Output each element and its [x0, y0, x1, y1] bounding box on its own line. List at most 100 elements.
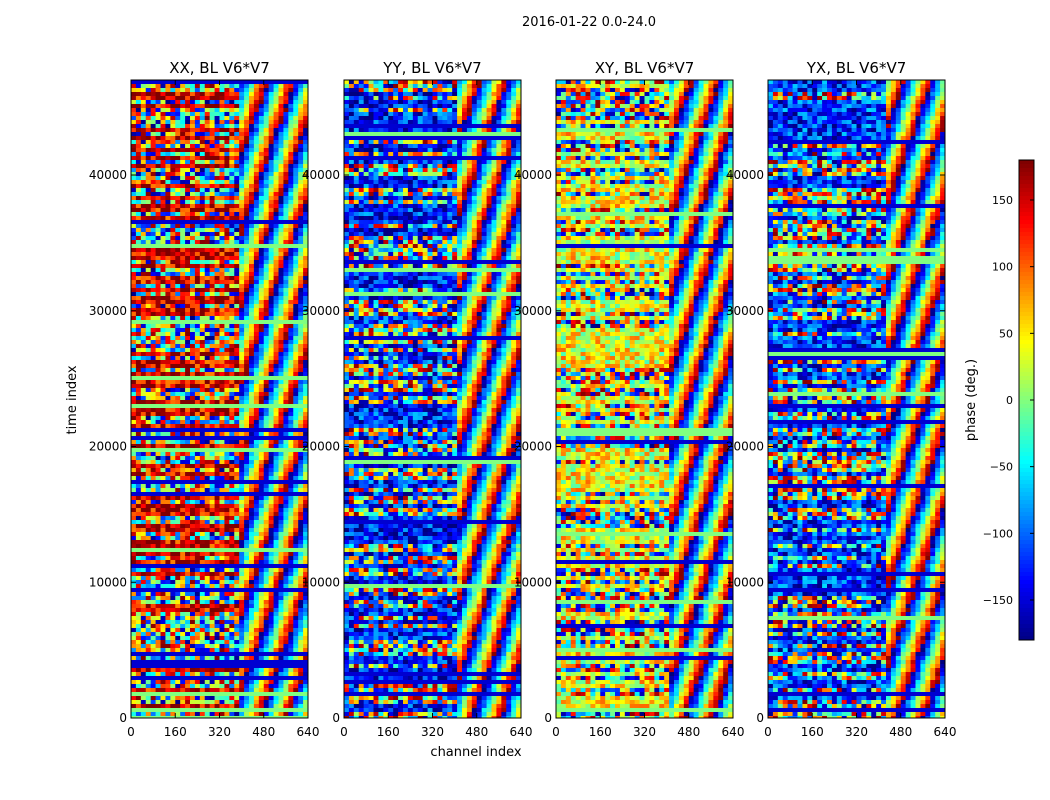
- colorbar-segment: [1019, 324, 1034, 329]
- colorbar-segment: [1019, 500, 1034, 505]
- colorbar-segment: [1019, 420, 1034, 425]
- colorbar-segment: [1019, 636, 1034, 641]
- x-tick-label: 320: [421, 725, 444, 739]
- colorbar-tick-label: 0: [1006, 394, 1013, 407]
- colorbar-segment: [1019, 260, 1034, 265]
- colorbar-segment: [1019, 408, 1034, 413]
- colorbar-segment: [1019, 236, 1034, 241]
- colorbar-segment: [1019, 188, 1034, 193]
- colorbar-segment: [1019, 400, 1034, 405]
- panel-1: YY, BL V6*V7 0 160 320 480 640 0 10000 20000 3000…: [302, 59, 533, 739]
- y-tick-label: 30000: [726, 304, 764, 318]
- colorbar-segment: [1019, 468, 1034, 473]
- y-tick-label: 40000: [726, 168, 764, 182]
- colorbar-segment: [1019, 552, 1034, 557]
- colorbar-segment: [1019, 296, 1034, 301]
- panel-image: [344, 80, 521, 718]
- y-tick-label: 10000: [514, 575, 552, 589]
- colorbar-segment: [1019, 592, 1034, 597]
- panel-3: YX, BL V6*V7 0 160 320 480 640 0 10000 20000 3000…: [726, 59, 957, 739]
- colorbar-segment: [1019, 364, 1034, 369]
- colorbar-segment: [1019, 624, 1034, 629]
- colorbar-segment: [1019, 452, 1034, 457]
- colorbar-segment: [1019, 412, 1034, 417]
- x-axis-label: channel index: [430, 745, 521, 760]
- colorbar-segment: [1019, 432, 1034, 437]
- y-tick-label: 30000: [89, 304, 127, 318]
- colorbar-segment: [1019, 312, 1034, 317]
- colorbar-segment: [1019, 300, 1034, 305]
- colorbar-segment: [1019, 620, 1034, 625]
- colorbar-segment: [1019, 456, 1034, 461]
- colorbar-segment: [1019, 368, 1034, 373]
- colorbar-segment: [1019, 200, 1034, 205]
- y-tick-label: 20000: [514, 440, 552, 454]
- colorbar-segment: [1019, 504, 1034, 509]
- colorbar-tick-label: 50: [999, 327, 1013, 340]
- colorbar-segment: [1019, 632, 1034, 637]
- colorbar-segment: [1019, 628, 1034, 633]
- y-tick-label: 30000: [302, 304, 340, 318]
- colorbar-label: phase (deg.): [964, 359, 979, 441]
- panel-image: [768, 80, 945, 718]
- colorbar-segment: [1019, 172, 1034, 177]
- panel-title: XY, BL V6*V7: [595, 59, 695, 77]
- panel-image: [556, 80, 733, 718]
- colorbar-segment: [1019, 472, 1034, 477]
- colorbar-segment: [1019, 564, 1034, 569]
- colorbar-segment: [1019, 596, 1034, 601]
- colorbar-segment: [1019, 604, 1034, 609]
- x-tick-label: 480: [252, 725, 275, 739]
- colorbar-segment: [1019, 220, 1034, 225]
- y-tick-label: 20000: [726, 440, 764, 454]
- colorbar-segment: [1019, 524, 1034, 529]
- colorbar-segment: [1019, 196, 1034, 201]
- colorbar-segment: [1019, 544, 1034, 549]
- y-tick-label: 10000: [89, 575, 127, 589]
- colorbar-segment: [1019, 240, 1034, 245]
- y-tick-label: 10000: [726, 575, 764, 589]
- y-tick-label: 0: [756, 711, 764, 725]
- x-tick-label: 640: [934, 725, 957, 739]
- colorbar-segment: [1019, 496, 1034, 501]
- colorbar-segment: [1019, 332, 1034, 337]
- colorbar-segment: [1019, 228, 1034, 233]
- panel-image: [131, 80, 308, 718]
- colorbar-segment: [1019, 164, 1034, 169]
- colorbar-segment: [1019, 348, 1034, 353]
- x-tick-label: 160: [164, 725, 187, 739]
- colorbar-segment: [1019, 428, 1034, 433]
- colorbar-segment: [1019, 388, 1034, 393]
- colorbar-segment: [1019, 376, 1034, 381]
- colorbar-segment: [1019, 476, 1034, 481]
- colorbar-segment: [1019, 224, 1034, 229]
- colorbar-segment: [1019, 612, 1034, 617]
- colorbar-segment: [1019, 336, 1034, 341]
- x-tick-label: 640: [510, 725, 533, 739]
- x-tick-label: 320: [208, 725, 231, 739]
- x-tick-label: 160: [377, 725, 400, 739]
- figure-suptitle: 2016-01-22 0.0-24.0: [522, 15, 656, 30]
- x-tick-label: 160: [589, 725, 612, 739]
- colorbar-segment: [1019, 340, 1034, 345]
- colorbar-segment: [1019, 512, 1034, 517]
- x-tick-label: 480: [677, 725, 700, 739]
- x-tick-label: 640: [297, 725, 320, 739]
- x-tick-label: 640: [722, 725, 745, 739]
- y-tick-label: 20000: [89, 440, 127, 454]
- panel-title: XX, BL V6*V7: [169, 59, 270, 77]
- panel-title: YY, BL V6*V7: [382, 59, 481, 77]
- x-tick-label: 320: [845, 725, 868, 739]
- panel-2: XY, BL V6*V7 0 160 320 480 640 0 10000 20000 3000…: [514, 59, 745, 739]
- colorbar-segment: [1019, 440, 1034, 445]
- y-tick-label: 30000: [514, 304, 552, 318]
- y-tick-label: 40000: [89, 168, 127, 182]
- colorbar-segment: [1019, 288, 1034, 293]
- colorbar-tick-label: 100: [992, 261, 1013, 274]
- x-tick-label: 160: [801, 725, 824, 739]
- colorbar-segment: [1019, 328, 1034, 333]
- colorbar-segment: [1019, 292, 1034, 297]
- y-tick-label: 40000: [514, 168, 552, 182]
- y-tick-label: 0: [119, 711, 127, 725]
